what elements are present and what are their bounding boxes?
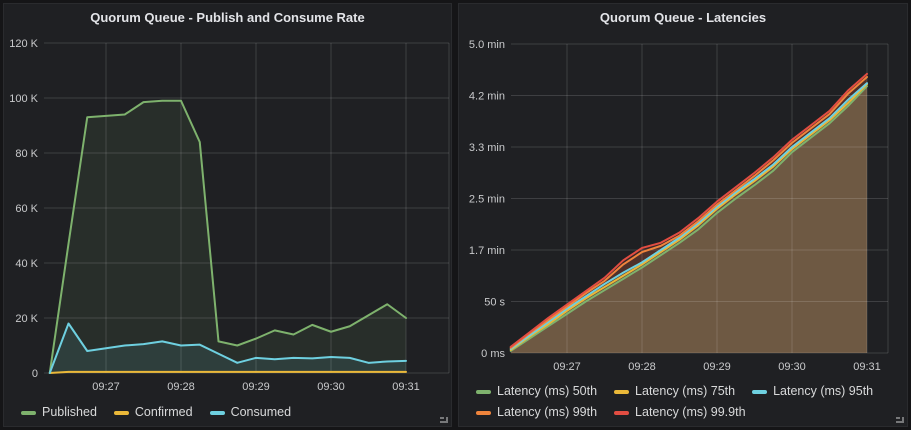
y-tick-label: 0 ms bbox=[481, 348, 505, 360]
y-tick-label: 4.2 min bbox=[469, 91, 505, 103]
legend-item-latency-ms-50th[interactable]: Latency (ms) 50th bbox=[476, 383, 597, 400]
legend-series-label: Latency (ms) 99th bbox=[497, 405, 598, 419]
publish-consume-legend: Published Confirmed Consumed bbox=[21, 404, 437, 421]
legend-item-published[interactable]: Published bbox=[21, 404, 97, 421]
y-tick-label: 100 K bbox=[9, 93, 38, 105]
x-tick-label: 09:27 bbox=[553, 361, 581, 373]
legend-item-confirmed[interactable]: Confirmed bbox=[113, 404, 193, 421]
y-tick-label: 40 K bbox=[15, 258, 38, 270]
y-tick-label: 3.3 min bbox=[469, 142, 505, 154]
y-tick-label: 50 s bbox=[484, 297, 505, 309]
panel-resize-handle-icon[interactable] bbox=[440, 415, 448, 423]
legend-series-label: Latency (ms) 75th bbox=[635, 384, 736, 398]
legend-series-label: Consumed bbox=[230, 405, 292, 419]
y-tick-label: 5.0 min bbox=[469, 39, 505, 51]
legend-series-color-icon bbox=[476, 389, 491, 394]
x-tick-label: 09:28 bbox=[167, 381, 195, 393]
panel-publish-consume-rate: 0 20 K 40 K 60 K 80 K 100 K 120 K 09:27 09:28 09:… bbox=[3, 3, 452, 427]
legend-series-color-icon bbox=[614, 389, 630, 394]
latencies-legend: Latency (ms) 50th Latency (ms) 75th Latenc… bbox=[476, 383, 893, 421]
legend-item-consumed[interactable]: Consumed bbox=[209, 404, 292, 421]
panel-resize-handle-icon[interactable] bbox=[896, 415, 904, 423]
legend-item-latency-ms-95th[interactable]: Latency (ms) 95th bbox=[752, 383, 873, 400]
x-tick-label: 09:29 bbox=[703, 361, 731, 373]
y-tick-label: 1.7 min bbox=[469, 245, 505, 257]
legend-series-label: Confirmed bbox=[134, 405, 193, 419]
x-tick-label: 09:29 bbox=[242, 381, 270, 393]
publish-consume-chart-canvas[interactable]: 0 20 K 40 K 60 K 80 K 100 K 120 K 09:27 09:28 09:… bbox=[4, 4, 453, 428]
legend-item-latency-ms-99th[interactable]: Latency (ms) 99th bbox=[476, 404, 597, 421]
panel-latencies: 0 ms 50 s 1.7 min 2.5 min 3.3 min 4.2 min 5.0 … bbox=[458, 3, 908, 427]
legend-series-color-icon bbox=[752, 389, 768, 394]
legend-series-label: Published bbox=[42, 405, 97, 419]
legend-series-color-icon bbox=[209, 410, 225, 415]
legend-series-label: Latency (ms) 95th bbox=[773, 384, 874, 398]
legend-series-label: Latency (ms) 50th bbox=[497, 384, 598, 398]
legend-item-latency-ms-99.9th[interactable]: Latency (ms) 99.9th bbox=[614, 404, 746, 421]
latencies-chart-canvas[interactable]: 0 ms 50 s 1.7 min 2.5 min 3.3 min 4.2 min 5.0 … bbox=[459, 4, 909, 428]
x-tick-label: 09:31 bbox=[392, 381, 420, 393]
legend-series-color-icon bbox=[614, 410, 630, 415]
panel-title-publish-consume[interactable]: Quorum Queue - Publish and Consume Rate bbox=[90, 10, 365, 25]
x-tick-label: 09:30 bbox=[317, 381, 345, 393]
panel-title-latencies[interactable]: Quorum Queue - Latencies bbox=[599, 10, 767, 25]
legend-series-color-icon bbox=[21, 410, 36, 415]
x-tick-label: 09:28 bbox=[628, 361, 656, 373]
y-tick-label: 120 K bbox=[9, 38, 38, 50]
legend-series-label: Latency (ms) 99.9th bbox=[635, 405, 746, 419]
y-tick-label: 2.5 min bbox=[469, 194, 505, 206]
legend-series-color-icon bbox=[476, 410, 491, 415]
legend-series-color-icon bbox=[113, 410, 129, 415]
y-tick-label: 0 bbox=[32, 368, 38, 380]
x-tick-label: 09:31 bbox=[853, 361, 881, 373]
y-tick-label: 20 K bbox=[15, 313, 38, 325]
y-tick-label: 80 K bbox=[15, 148, 38, 160]
x-tick-label: 09:27 bbox=[92, 381, 120, 393]
legend-item-latency-ms-75th[interactable]: Latency (ms) 75th bbox=[614, 383, 735, 400]
y-tick-label: 60 K bbox=[15, 203, 38, 215]
x-tick-label: 09:30 bbox=[778, 361, 806, 373]
